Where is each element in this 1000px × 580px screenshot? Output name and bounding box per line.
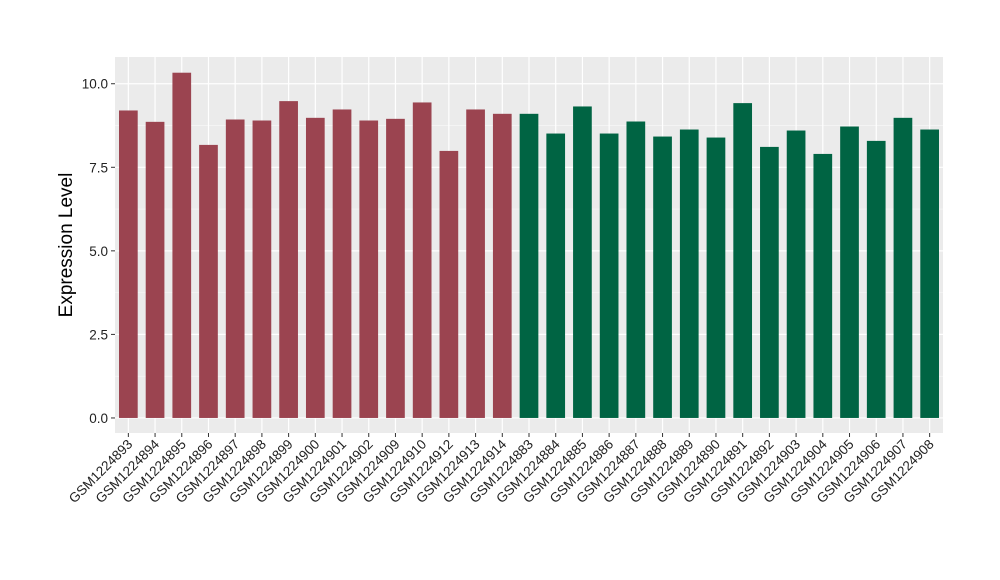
bar-gsm1224891 bbox=[733, 103, 753, 418]
bar-gsm1224907 bbox=[893, 117, 913, 418]
bar-gsm1224900 bbox=[305, 117, 325, 418]
y-tick-label: 0.0 bbox=[89, 411, 108, 426]
bar-gsm1224895 bbox=[172, 72, 192, 418]
bar-gsm1224909 bbox=[386, 118, 405, 418]
y-tick-label: 5.0 bbox=[89, 244, 108, 259]
bar-gsm1224893 bbox=[119, 110, 138, 418]
bar-gsm1224904 bbox=[813, 153, 833, 418]
bars bbox=[119, 72, 939, 418]
bar-gsm1224892 bbox=[760, 146, 779, 418]
bar-gsm1224901 bbox=[332, 109, 352, 418]
bar-gsm1224889 bbox=[679, 129, 699, 418]
bar-gsm1224906 bbox=[866, 140, 886, 418]
bar-gsm1224903 bbox=[786, 130, 806, 418]
bar-gsm1224885 bbox=[573, 106, 592, 418]
bar-gsm1224888 bbox=[653, 136, 672, 418]
bar-gsm1224910 bbox=[412, 102, 432, 418]
bar-gsm1224883 bbox=[519, 113, 539, 418]
y-tick-label: 7.5 bbox=[89, 160, 108, 175]
x-axis: GSM1224893GSM1224894GSM1224895GSM1224896… bbox=[66, 433, 937, 506]
bar-gsm1224905 bbox=[840, 126, 859, 418]
bar-gsm1224898 bbox=[252, 120, 272, 418]
bar-gsm1224897 bbox=[225, 119, 245, 418]
y-axis-title: Expression Level bbox=[56, 173, 77, 318]
bar-gsm1224902 bbox=[359, 120, 379, 418]
y-tick-label: 2.5 bbox=[89, 327, 108, 342]
bar-gsm1224899 bbox=[279, 101, 298, 418]
y-axis: 0.0 2.5 5.0 7.5 10.0 bbox=[82, 77, 115, 426]
bar-gsm1224908 bbox=[920, 129, 939, 418]
bar-gsm1224913 bbox=[466, 109, 485, 418]
y-tick-label: 10.0 bbox=[82, 77, 108, 92]
bar-gsm1224884 bbox=[546, 133, 566, 418]
bar-gsm1224890 bbox=[706, 137, 726, 418]
bar-gsm1224887 bbox=[626, 121, 646, 418]
bar-gsm1224886 bbox=[599, 133, 619, 418]
bar-gsm1224914 bbox=[492, 113, 512, 418]
bar-gsm1224896 bbox=[199, 144, 218, 418]
bar-gsm1224912 bbox=[439, 150, 459, 418]
bar-gsm1224894 bbox=[145, 121, 165, 418]
